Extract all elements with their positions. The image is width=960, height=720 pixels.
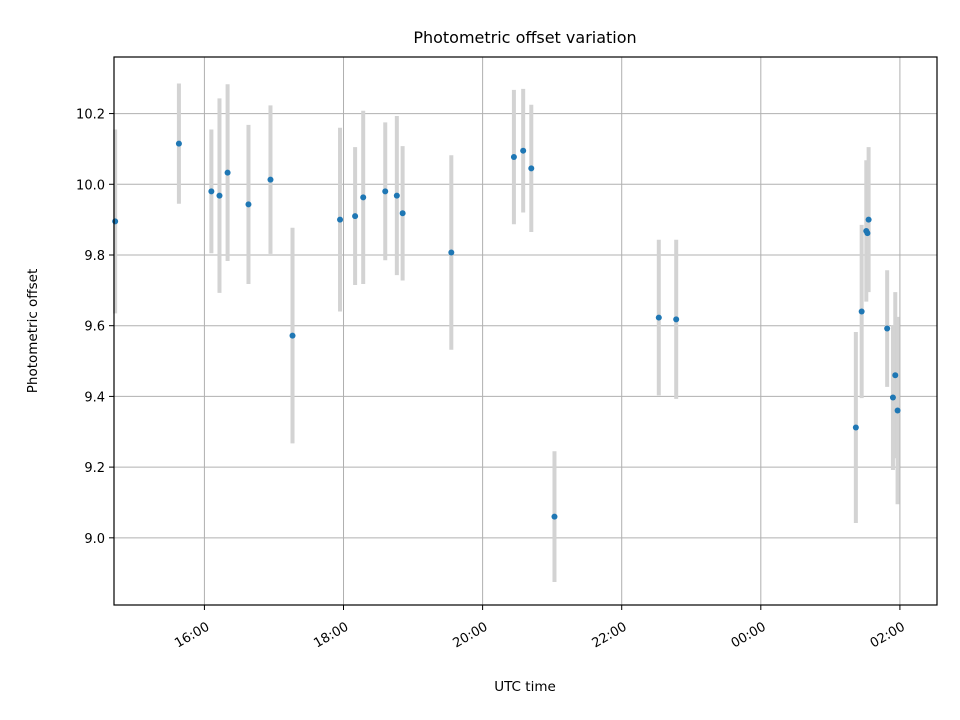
- data-point: [224, 169, 231, 176]
- data-point: [382, 188, 389, 195]
- data-point: [360, 194, 367, 201]
- data-point: [112, 218, 119, 225]
- data-point: [858, 308, 865, 315]
- data-point: [655, 314, 662, 321]
- y-tick-label: 9.8: [84, 249, 105, 264]
- y-tick-label: 9.6: [84, 320, 105, 335]
- x-axis-label: UTC time: [494, 679, 556, 695]
- plot-frame: [113, 56, 938, 606]
- y-tick-label: 9.0: [84, 532, 105, 547]
- data-point: [208, 188, 215, 195]
- data-point: [289, 332, 296, 339]
- y-tick-label: 9.2: [84, 461, 105, 476]
- data-point: [510, 154, 517, 161]
- y-axis-label: Photometric offset: [25, 269, 41, 393]
- y-tick-label: 10.0: [76, 178, 105, 193]
- data-point: [245, 201, 252, 208]
- data-point: [673, 316, 680, 323]
- data-point: [894, 407, 901, 414]
- data-point: [352, 213, 359, 220]
- data-point: [892, 372, 899, 379]
- data-point: [864, 230, 871, 237]
- data-point: [884, 325, 891, 332]
- data-point: [337, 216, 344, 223]
- data-point: [216, 192, 223, 199]
- data-point: [852, 424, 859, 431]
- data-point: [175, 140, 182, 147]
- data-point: [889, 394, 896, 401]
- y-tick-label: 9.4: [84, 390, 105, 405]
- data-point: [520, 147, 527, 154]
- data-point: [448, 249, 455, 256]
- data-point: [399, 210, 406, 217]
- data-point: [267, 176, 274, 183]
- chart-title: Photometric offset variation: [413, 28, 636, 47]
- data-point: [865, 216, 872, 223]
- data-points: [112, 140, 901, 520]
- data-point: [528, 165, 535, 172]
- data-point: [393, 192, 400, 199]
- data-point: [551, 513, 558, 520]
- y-tick-label: 10.2: [76, 108, 105, 123]
- y-axis-ticks: 9.0 9.2 9.4 9.6 9.8 10.0 10.2: [76, 108, 114, 547]
- grid-lines: [114, 57, 937, 605]
